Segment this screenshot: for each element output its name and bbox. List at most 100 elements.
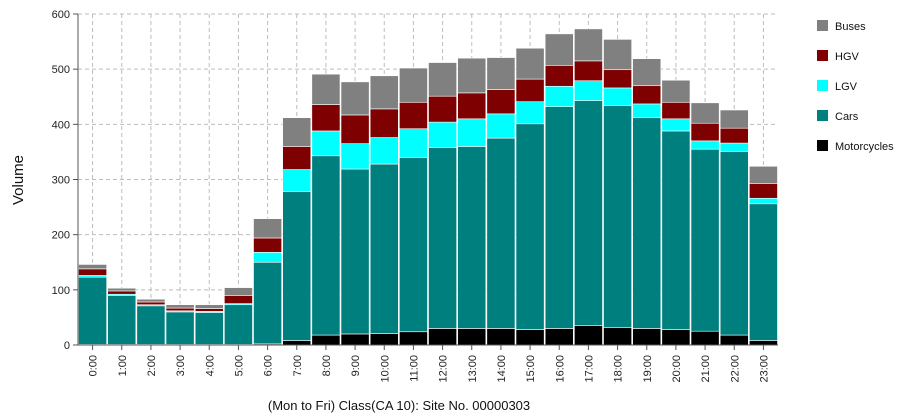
bar-cars-800 xyxy=(311,155,341,336)
y-tick-label: 0 xyxy=(64,340,70,352)
bar-cars-500 xyxy=(224,304,253,345)
bar-hgv-100 xyxy=(107,290,137,295)
bar-cars-900 xyxy=(340,168,370,335)
axes-layer: 0 100 200 300 400 500 600 0:00 1:00 2:00 3:00 4:00 5… xyxy=(52,9,778,383)
y-tick-label: 100 xyxy=(52,285,70,297)
bar-lgv-1100 xyxy=(399,128,428,158)
bar-hgv-200 xyxy=(136,301,166,306)
bar-cars-600 xyxy=(253,261,282,345)
x-tick-label: 10:00 xyxy=(379,355,391,383)
bar-cars-1700 xyxy=(574,100,603,326)
bar-buses-500 xyxy=(224,287,253,296)
bar-cars-300 xyxy=(165,311,195,345)
bar-hgv-1700 xyxy=(574,60,603,82)
bar-lgv-1300 xyxy=(457,118,487,147)
bar-buses-300 xyxy=(165,304,195,309)
x-tick-label: 20:00 xyxy=(671,355,683,383)
bar-lgv-2100 xyxy=(690,140,720,150)
x-tick-label: 1:00 xyxy=(117,355,129,376)
bar-hgv-800 xyxy=(311,104,341,132)
x-tick-label: 9:00 xyxy=(350,355,362,376)
bar-buses-1200 xyxy=(428,62,457,97)
bar-buses-900 xyxy=(340,81,370,116)
x-tick-label: 2:00 xyxy=(146,355,158,376)
x-tick-label: 15:00 xyxy=(525,355,537,383)
x-tick-label: 8:00 xyxy=(321,355,333,376)
bar-hgv-1200 xyxy=(428,95,457,123)
bar-cars-1100 xyxy=(399,157,428,333)
bar-buses-2100 xyxy=(690,102,720,124)
bar-hgv-400 xyxy=(194,308,224,312)
x-tick-label: 7:00 xyxy=(292,355,304,376)
bar-cars-1900 xyxy=(632,117,662,329)
bar-motorcycles-2200 xyxy=(719,334,749,346)
bar-hgv-300 xyxy=(165,307,195,312)
bar-buses-1800 xyxy=(603,39,632,71)
bar-hgv-1800 xyxy=(603,69,632,89)
bar-cars-2100 xyxy=(690,148,720,332)
bar-buses-000 xyxy=(78,264,107,270)
bar-motorcycles-1100 xyxy=(399,331,428,346)
x-tick-label: 12:00 xyxy=(438,355,450,383)
x-tick-label: 13:00 xyxy=(467,355,479,383)
bar-hgv-500 xyxy=(224,295,253,304)
legend-label-cars: Cars xyxy=(835,111,859,123)
x-tick-label: 16:00 xyxy=(554,355,566,383)
bar-cars-2000 xyxy=(661,130,691,330)
x-tick-label: 4:00 xyxy=(204,355,216,376)
bar-hgv-2200 xyxy=(719,127,749,144)
x-tick-label: 3:00 xyxy=(175,355,187,376)
bar-cars-1600 xyxy=(544,106,574,329)
bar-hgv-2100 xyxy=(690,122,720,142)
x-tick-label: 17:00 xyxy=(583,355,595,383)
y-tick-label: 400 xyxy=(52,119,70,131)
bar-buses-200 xyxy=(136,298,166,303)
bar-buses-100 xyxy=(107,287,137,292)
bar-hgv-1000 xyxy=(369,108,399,138)
legend-label-hgv: HGV xyxy=(835,51,860,63)
bar-lgv-2200 xyxy=(719,142,749,152)
bar-cars-2200 xyxy=(719,151,749,336)
legend-label-buses: Buses xyxy=(835,21,866,33)
bar-hgv-1300 xyxy=(457,92,487,120)
bar-cars-1200 xyxy=(428,147,457,329)
bars-layer xyxy=(78,28,778,346)
legend-swatch-lgv xyxy=(817,80,828,91)
bar-lgv-1200 xyxy=(428,121,457,148)
bar-buses-400 xyxy=(194,304,224,309)
y-axis-title: Volume xyxy=(10,155,27,205)
bar-motorcycles-2000 xyxy=(661,329,691,346)
bar-motorcycles-1500 xyxy=(515,329,545,346)
bar-buses-800 xyxy=(311,73,341,105)
bar-motorcycles-1900 xyxy=(632,328,662,346)
bar-motorcycles-1300 xyxy=(457,328,487,346)
bar-buses-1600 xyxy=(544,33,574,66)
bar-hgv-600 xyxy=(253,237,282,253)
bar-cars-1800 xyxy=(603,105,632,328)
bar-lgv-600 xyxy=(253,252,282,263)
x-tick-label: 18:00 xyxy=(613,355,625,383)
bar-lgv-1700 xyxy=(574,80,603,101)
bar-hgv-1100 xyxy=(399,101,428,130)
legend-swatch-hgv xyxy=(817,50,828,61)
bar-hgv-700 xyxy=(282,146,312,170)
bar-buses-1700 xyxy=(574,28,603,62)
bar-hgv-1400 xyxy=(486,89,516,115)
bar-motorcycles-1200 xyxy=(428,328,457,346)
bar-buses-1000 xyxy=(369,75,399,110)
bar-cars-700 xyxy=(282,191,312,341)
bar-motorcycles-1700 xyxy=(574,325,603,346)
bar-lgv-1400 xyxy=(486,113,516,139)
bar-hgv-000 xyxy=(78,268,107,276)
bar-lgv-2300 xyxy=(749,197,778,205)
bar-buses-1300 xyxy=(457,57,487,94)
bar-lgv-1900 xyxy=(632,103,662,119)
legend-label-motorcycles: Motorcycles xyxy=(835,141,894,153)
x-axis-caption: (Mon to Fri) Class(CA 10): Site No. 0000… xyxy=(268,398,530,413)
x-tick-label: 5:00 xyxy=(233,355,245,376)
y-tick-label: 500 xyxy=(52,64,70,76)
legend-swatch-cars xyxy=(817,110,828,121)
bar-buses-2200 xyxy=(719,109,749,129)
bar-cars-1300 xyxy=(457,146,487,329)
bar-cars-400 xyxy=(194,312,224,345)
